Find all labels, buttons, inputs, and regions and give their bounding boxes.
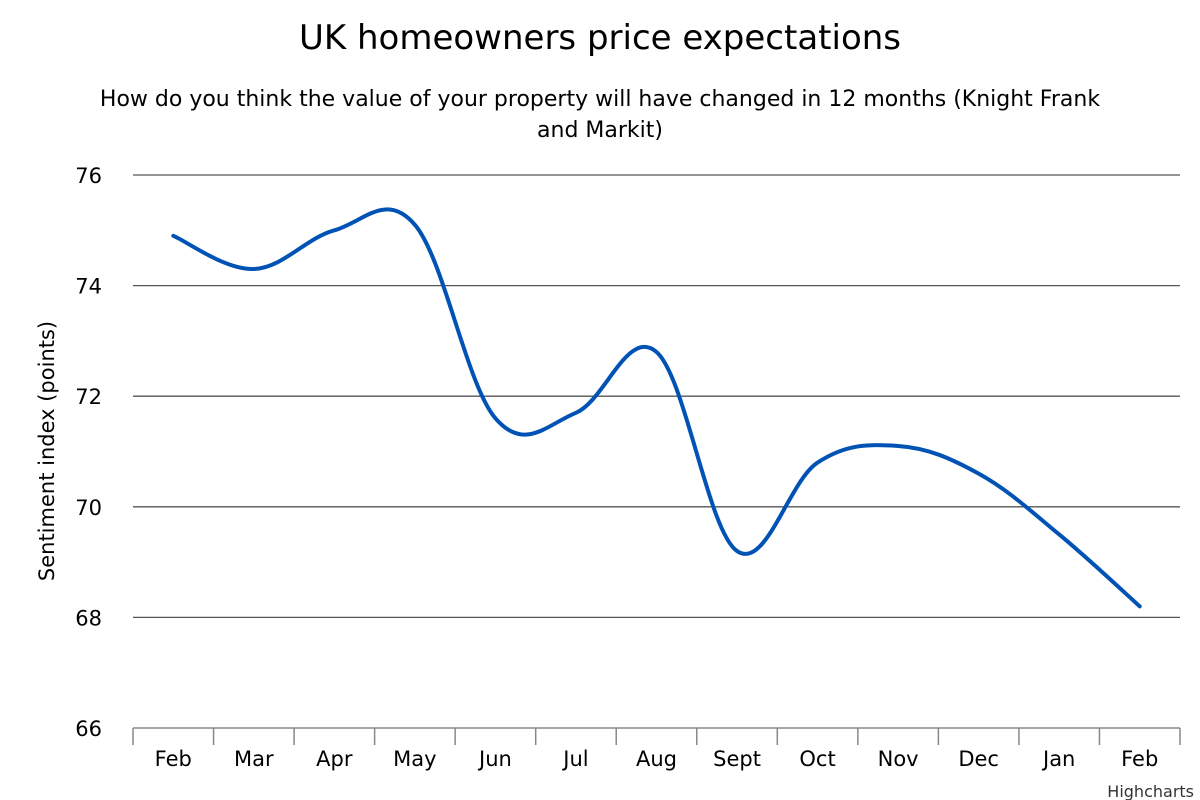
highcharts-credit[interactable]: Highcharts — [1107, 782, 1194, 800]
x-tick-label: Nov — [878, 747, 919, 771]
y-axis-title: Sentiment index (points) — [35, 321, 59, 581]
y-tick-label: 70 — [75, 496, 102, 520]
y-tick-label: 72 — [75, 385, 102, 409]
chart-subtitle-line-2: and Markit) — [537, 118, 663, 143]
y-tick-label: 74 — [75, 275, 102, 299]
data-point-jan-11[interactable] — [1053, 528, 1065, 540]
x-tick-label: Apr — [316, 747, 353, 771]
y-tick-label: 68 — [75, 606, 102, 630]
data-point-feb-0[interactable] — [167, 230, 179, 242]
data-point-may-3[interactable] — [409, 219, 421, 231]
gridlines — [133, 174, 1180, 619]
x-tick-label: Jan — [1041, 747, 1075, 771]
data-point-apr-2[interactable] — [328, 224, 340, 236]
data-point-sept-7[interactable] — [731, 545, 743, 557]
x-axis: Feb Mar Apr May Jun Jul Aug Sept Oct Nov Dec Jan Feb — [132, 727, 1181, 771]
data-point-jun-4[interactable] — [489, 412, 501, 424]
series-line-0[interactable] — [171, 207, 1142, 609]
chart-title: UK homeowners price expectations — [299, 18, 901, 58]
series-layer — [167, 207, 1146, 612]
x-tick-label: May — [393, 747, 436, 771]
y-tick-label: 66 — [75, 717, 102, 741]
x-tick-label: Jul — [561, 747, 588, 771]
x-tick-label: Dec — [958, 747, 999, 771]
data-point-oct-8[interactable] — [812, 457, 824, 469]
x-tick-label: Feb — [155, 747, 192, 771]
chart-subtitle-line-1: How do you think the value of your prope… — [100, 87, 1100, 112]
data-point-dec-10[interactable] — [973, 468, 985, 480]
x-tick-label: Mar — [234, 747, 274, 771]
data-point-nov-9[interactable] — [892, 440, 904, 452]
x-tick-label: Aug — [636, 747, 677, 771]
data-point-jul-5[interactable] — [570, 407, 582, 419]
x-tick-label: Oct — [799, 747, 835, 771]
y-tick-label: 76 — [75, 164, 102, 188]
y-axis-tick-labels: 66 68 70 72 74 76 — [75, 164, 102, 741]
data-point-aug-6[interactable] — [651, 346, 663, 358]
data-point-feb-12[interactable] — [1134, 600, 1146, 612]
data-point-mar-1[interactable] — [248, 263, 260, 275]
x-tick-label: Jun — [477, 747, 512, 771]
x-tick-label: Feb — [1121, 747, 1158, 771]
x-tick-label: Sept — [713, 747, 761, 771]
